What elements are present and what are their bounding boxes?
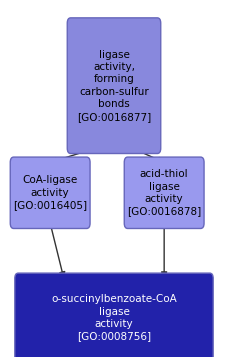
Text: o-succinylbenzoate-CoA
ligase
activity
[GO:0008756]: o-succinylbenzoate-CoA ligase activity [… — [51, 294, 176, 341]
FancyBboxPatch shape — [15, 273, 212, 357]
Text: ligase
activity,
forming
carbon-sulfur
bonds
[GO:0016877]: ligase activity, forming carbon-sulfur b… — [76, 50, 151, 122]
FancyBboxPatch shape — [124, 157, 203, 228]
Text: CoA-ligase
activity
[GO:0016405]: CoA-ligase activity [GO:0016405] — [13, 175, 87, 210]
Text: acid-thiol
ligase
activity
[GO:0016878]: acid-thiol ligase activity [GO:0016878] — [126, 169, 200, 216]
FancyBboxPatch shape — [67, 18, 160, 154]
FancyBboxPatch shape — [10, 157, 90, 228]
